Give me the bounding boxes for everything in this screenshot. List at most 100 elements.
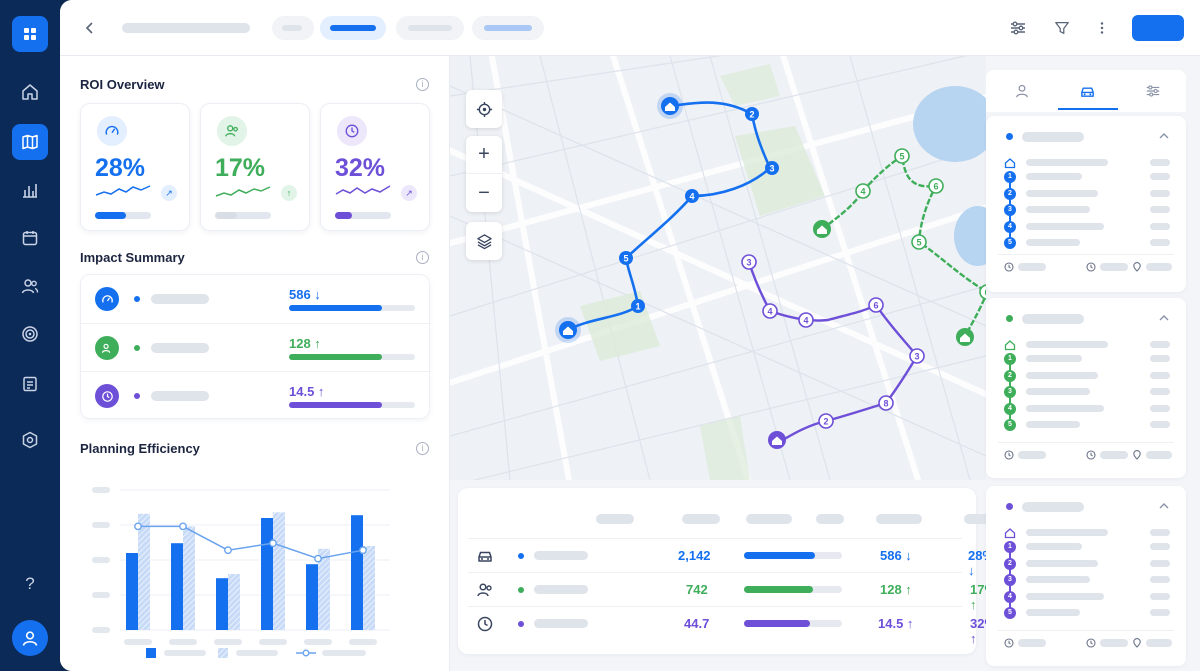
route-card-blue[interactable]: 1 2 3 4 5 [986, 116, 1186, 292]
sidebar-item-map[interactable] [12, 124, 48, 160]
bar-series-1[interactable] [126, 553, 138, 630]
line-point[interactable] [314, 554, 322, 563]
map-icon [22, 134, 38, 150]
bar-series-2[interactable] [228, 574, 240, 630]
x-tick-label [349, 639, 377, 645]
breadcrumb [122, 23, 250, 33]
line-point[interactable] [179, 522, 187, 531]
route-card-green[interactable]: 1 2 3 4 5 [986, 298, 1186, 478]
tab-4[interactable] [472, 16, 544, 40]
stop-value [1150, 543, 1170, 550]
info-icon[interactable]: i [416, 78, 429, 91]
x-tick-label [304, 639, 332, 645]
count-value: 44.7 [684, 616, 710, 631]
sidebar-item-home[interactable] [12, 74, 48, 110]
impact-row[interactable]: 128 ↑ [81, 323, 431, 371]
chevron-up-icon[interactable] [1158, 312, 1170, 324]
route-map[interactable]: 2 3 4 5 1 5 4 6 5 6 3 4 4 6 3 8 [450, 56, 986, 480]
table-row[interactable]: 742 128 ↑ 17% ↑ [468, 572, 996, 612]
route-name [1022, 502, 1084, 512]
layers-button[interactable] [466, 222, 502, 260]
card-divider [998, 630, 1174, 631]
map-canvas[interactable]: 2 3 4 5 1 5 4 6 5 6 3 4 4 6 3 8 [450, 56, 986, 480]
stop-label [1026, 543, 1082, 550]
tab-2[interactable] [320, 16, 386, 40]
purple-route-stops: 3 4 4 6 3 8 2 [741, 254, 925, 429]
tab-drivers[interactable] [1013, 82, 1031, 100]
bar-series-2[interactable] [138, 513, 150, 630]
sidebar-item-goals[interactable] [12, 316, 48, 352]
stop-marker: 1 [1004, 171, 1016, 183]
impact-value: 14.5 ↑ [289, 384, 325, 399]
info-icon[interactable]: i [416, 251, 429, 264]
sidebar-item-calendar[interactable] [12, 220, 48, 256]
line-point[interactable] [359, 546, 367, 555]
back-button[interactable] [80, 18, 100, 38]
more-vertical-icon [1100, 22, 1104, 34]
primary-action-button[interactable] [1132, 15, 1184, 41]
tab-1[interactable] [272, 16, 314, 40]
tab-vehicles[interactable] [1078, 82, 1096, 100]
bar-series-1[interactable] [351, 515, 363, 630]
y-tick-label [92, 592, 110, 598]
bar-series-1[interactable] [171, 543, 183, 630]
stop-value [1150, 371, 1170, 379]
line-point[interactable] [134, 522, 142, 531]
stop-label [1026, 388, 1090, 395]
chevron-up-icon[interactable] [1158, 500, 1170, 512]
sidebar-item-settings[interactable] [12, 422, 48, 458]
table-row[interactable]: 2,142 586 ↓ 28% ↓ [468, 538, 994, 578]
impact-row[interactable]: 14.5 ↑ [81, 371, 431, 419]
metric-value: 14.5 ↑ [878, 616, 914, 631]
sidebar-item-team[interactable] [12, 268, 48, 304]
locate-button[interactable] [466, 90, 502, 128]
stop-value [1150, 159, 1170, 166]
apps-grid-button[interactable] [12, 16, 48, 52]
bar-series-1[interactable] [261, 518, 273, 630]
more-button[interactable] [1092, 18, 1112, 38]
stop-value [1150, 388, 1170, 395]
bar-series-1[interactable] [306, 564, 318, 630]
svg-text:3: 3 [769, 164, 774, 174]
zoom-out-button[interactable]: − [478, 181, 490, 204]
footer-meta [1018, 639, 1046, 647]
route-name [1022, 314, 1084, 324]
chevron-up-icon[interactable] [1158, 130, 1170, 142]
bar-chart-icon [23, 184, 37, 198]
kpi-card-team[interactable]: 17% ↑ [200, 103, 310, 231]
row-label [151, 391, 209, 401]
stop-value [1150, 355, 1170, 362]
avatar[interactable] [12, 620, 48, 656]
sidebar-item-analytics[interactable] [12, 172, 48, 208]
stop-label [1026, 159, 1108, 166]
bar-series-2[interactable] [363, 546, 375, 630]
bar-series-2[interactable] [183, 526, 195, 630]
info-icon[interactable]: i [416, 442, 429, 455]
right-panel: 1 2 3 4 5 1 2 3 4 5 1 2 3 4 5 [986, 70, 1186, 666]
help-button[interactable]: ? [12, 566, 48, 602]
filter-button[interactable] [1052, 18, 1072, 38]
roi-overview-title: ROI Overview [80, 77, 165, 92]
tab-3[interactable] [396, 16, 464, 40]
bar-series-2[interactable] [273, 512, 285, 630]
kpi-card-cost[interactable]: 28% ↗ [80, 103, 190, 231]
zoom-in-button[interactable]: + [466, 136, 502, 174]
stop-value [1150, 592, 1170, 600]
footer-meta [1146, 451, 1172, 459]
bar-series-2[interactable] [318, 548, 330, 630]
line-point[interactable] [224, 546, 232, 555]
table-row[interactable]: 44.7 14.5 ↑ 32% ↑ [468, 606, 996, 646]
svg-text:3: 3 [914, 352, 919, 362]
progress-track [744, 552, 842, 559]
sidebar-item-reports[interactable] [12, 366, 48, 402]
adjust-button[interactable] [1008, 18, 1028, 38]
kpi-card-time[interactable]: 32% ↗ [320, 103, 430, 231]
footer-meta [1100, 639, 1128, 647]
line-point[interactable] [269, 539, 277, 548]
panel-tabs [986, 70, 1186, 112]
stop-label [1026, 239, 1080, 246]
tab-settings[interactable] [1144, 82, 1162, 100]
route-card-purple[interactable]: 1 2 3 4 5 [986, 486, 1186, 666]
impact-row[interactable]: 586 ↓ [81, 275, 431, 323]
bar-series-1[interactable] [216, 578, 228, 630]
